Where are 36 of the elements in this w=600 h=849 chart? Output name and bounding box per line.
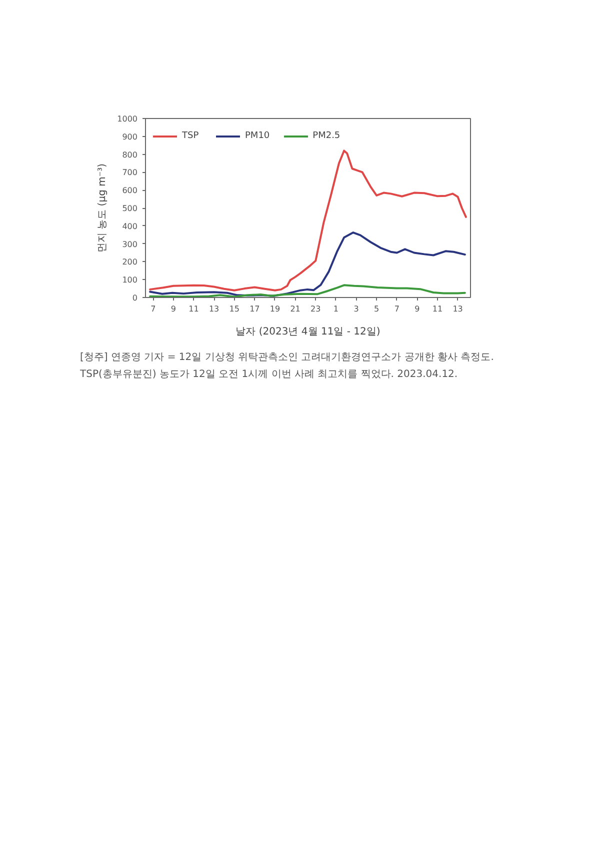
y-axis-title: 먼지 농도 (μg m⁻³) bbox=[97, 163, 108, 253]
x-tick-label: 3 bbox=[354, 304, 359, 314]
x-tick-label: 13 bbox=[208, 304, 220, 314]
text: [청주] 연종영 기자 = 12일 기상청 위탁관측소인 고려대기환경연구소가 공개한 황사 측정도. TSP(총부유분진) 농도가 12일 오전 1시께 이번 사례 최고치를 찍었다. 2023.04.12. bbox=[80, 351, 495, 382]
y-tick-label: 0 bbox=[132, 294, 138, 302]
y-tick-label: 100 bbox=[122, 276, 138, 285]
x-tick-label: 7 bbox=[394, 304, 400, 314]
x-tick-label: 9 bbox=[414, 304, 420, 314]
x-tick-label: 11 bbox=[432, 304, 443, 314]
x-tick-label: 7 bbox=[150, 304, 156, 314]
line-series bbox=[149, 150, 467, 292]
x-tick-label: 11 bbox=[188, 304, 199, 314]
line-series bbox=[149, 284, 466, 298]
y-tick-label: 800 bbox=[122, 150, 138, 160]
x-tick-label: 17 bbox=[250, 304, 260, 314]
y-tick-label: 1000 bbox=[117, 114, 138, 124]
y-tick-label: 500 bbox=[122, 204, 138, 213]
y-tick-label: 900 bbox=[122, 132, 138, 142]
x-tick-label: 9 bbox=[170, 304, 176, 314]
y-tick-label: 200 bbox=[122, 258, 138, 267]
y-tick-label: 400 bbox=[122, 222, 138, 231]
y-tick-label: 600 bbox=[122, 186, 138, 196]
y-tick-label: 700 bbox=[122, 168, 138, 178]
x-tick-label: 23 bbox=[310, 304, 321, 314]
line-series bbox=[149, 232, 466, 297]
legend-label: TSP bbox=[182, 131, 200, 141]
x-tick-label: 5 bbox=[374, 304, 380, 314]
legend-label: PM10 bbox=[245, 131, 270, 141]
x-axis-title: 날자 (2023년 4월 11일 - 12일) bbox=[236, 326, 380, 338]
y-tick-label: 300 bbox=[122, 240, 138, 249]
x-tick-label: 15 bbox=[229, 304, 240, 314]
x-tick-label: 21 bbox=[290, 304, 300, 314]
x-tick-label: 13 bbox=[452, 304, 463, 314]
x-tick-label: 19 bbox=[270, 304, 280, 314]
x-tick-label: 1 bbox=[333, 304, 338, 314]
legend-label: PM2.5 bbox=[312, 131, 340, 141]
